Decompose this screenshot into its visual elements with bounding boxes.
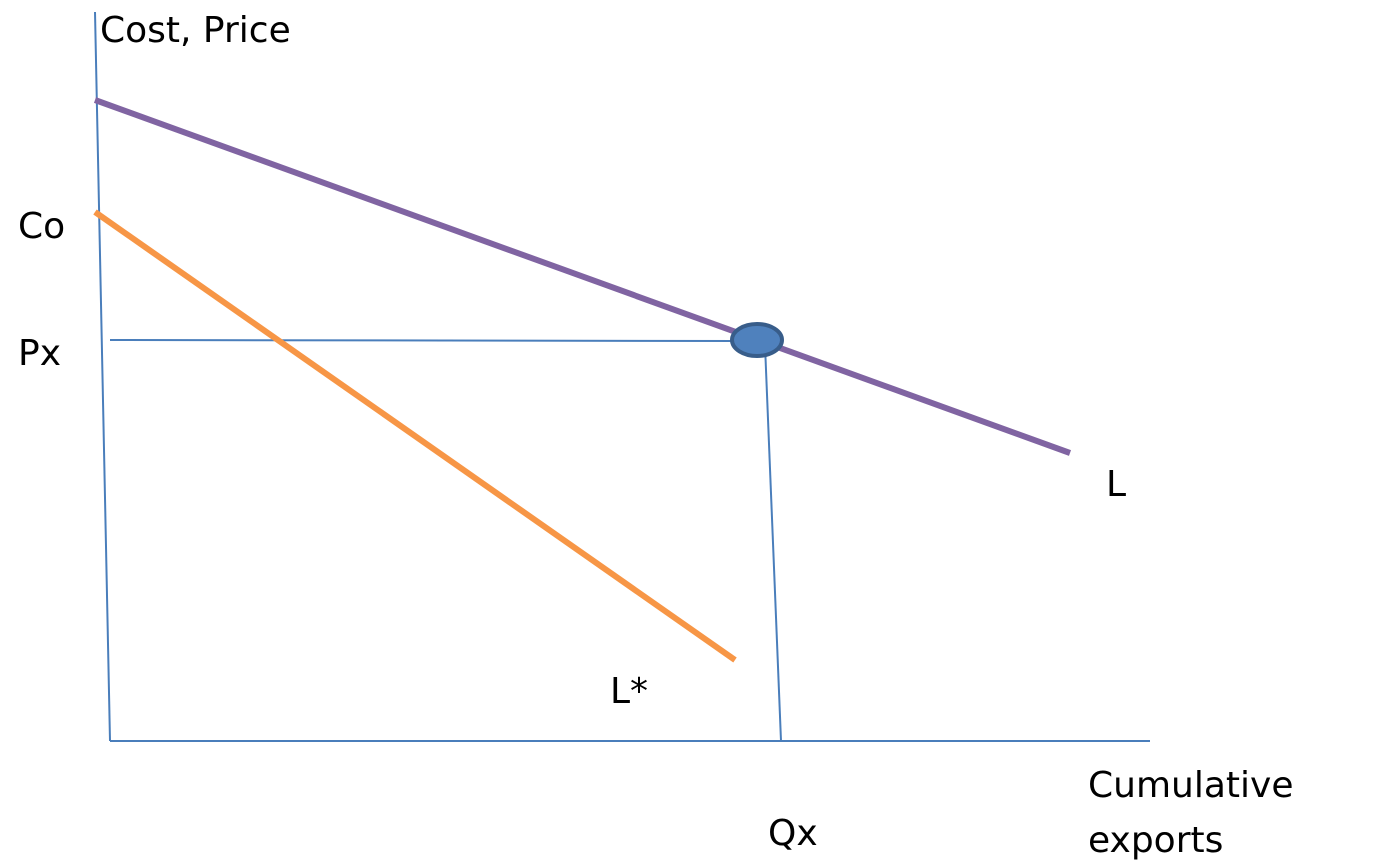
equilibrium-point bbox=[730, 322, 784, 358]
label-co: Co bbox=[18, 206, 65, 247]
x-axis-label-line: Cumulative bbox=[1088, 765, 1293, 806]
label-px: Px bbox=[18, 333, 61, 374]
label-l-star: L* bbox=[610, 671, 648, 712]
curve-l-star bbox=[93, 209, 737, 663]
curve-l bbox=[93, 97, 1072, 456]
label-qx: Qx bbox=[768, 813, 818, 854]
label-l: L bbox=[1106, 464, 1126, 505]
x-axis-label: Cumulative exports bbox=[1088, 765, 1305, 861]
y-axis-label: Cost, Price bbox=[100, 10, 291, 51]
y-axis bbox=[94, 11, 111, 742]
quantity-guide bbox=[764, 344, 782, 742]
price-guide bbox=[109, 339, 736, 342]
x-axis-label-line: exports bbox=[1088, 820, 1223, 861]
